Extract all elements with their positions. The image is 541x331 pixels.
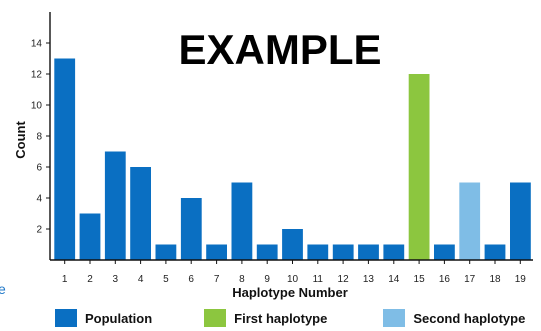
- legend-swatch: [55, 309, 77, 327]
- x-tick-label: 4: [138, 274, 144, 285]
- bar-13: [358, 244, 379, 260]
- legend-item-first: First haplotype: [204, 309, 327, 327]
- bar-3: [104, 151, 126, 260]
- y-tick-label: 10: [31, 101, 43, 112]
- bar-19: [510, 182, 531, 260]
- bar-17: [459, 182, 481, 260]
- x-tick-label: 12: [338, 274, 350, 285]
- x-axis-title: Haplotype Number: [232, 285, 348, 300]
- bar-16: [434, 244, 455, 260]
- y-tick-label: 2: [36, 225, 42, 236]
- bar-2: [79, 213, 101, 260]
- chart-watermark: EXAMPLE: [178, 26, 381, 73]
- x-tick-label: 3: [113, 274, 119, 285]
- bar-1: [54, 58, 76, 260]
- x-tick-label: 8: [239, 274, 245, 285]
- cropped-text-fragment-label: e: [0, 283, 6, 297]
- y-tick-label: 4: [36, 194, 42, 205]
- legend-item-population: Population: [55, 309, 152, 327]
- x-tick-label: 11: [313, 274, 324, 285]
- y-axis-title: Count: [13, 121, 28, 159]
- x-tick-label: 1: [62, 274, 68, 285]
- y-ticks-group: 2 4 6 8 10 12 14: [31, 39, 50, 236]
- bar-4: [130, 167, 151, 260]
- x-tick-label: 2: [87, 274, 93, 285]
- cropped-text-fragment: e: [0, 283, 12, 297]
- x-tick-label: 10: [287, 274, 299, 285]
- bar-10: [282, 229, 303, 260]
- y-tick-label: 14: [31, 39, 43, 50]
- bar-14: [383, 244, 405, 260]
- legend-swatch: [383, 309, 406, 327]
- x-tick-label: 17: [464, 274, 476, 285]
- x-tick-label: 13: [363, 274, 375, 285]
- x-tick-label: 19: [515, 274, 527, 285]
- x-tick-label: 15: [414, 274, 426, 285]
- x-ticks-group: 1 2 3 4 5 6 7 8 9 10 11 12 13 14 15 16 17 18 19: [62, 260, 526, 285]
- bar-18: [484, 244, 506, 260]
- x-tick-label: 14: [388, 274, 400, 285]
- bar-12: [332, 244, 354, 260]
- bar-11: [307, 244, 329, 260]
- x-tick-label: 5: [163, 274, 169, 285]
- x-tick-label: 9: [264, 274, 270, 285]
- bar-5: [155, 244, 177, 260]
- legend-label: First haplotype: [234, 310, 328, 326]
- bars-group: [54, 58, 531, 260]
- chart-legend: Population First haplotype Second haplotyp…: [55, 309, 525, 327]
- bar-7: [206, 244, 227, 260]
- x-tick-label: 16: [439, 274, 451, 285]
- legend-label: Population: [85, 310, 153, 326]
- x-tick-label: 18: [489, 274, 501, 285]
- y-tick-label: 8: [36, 132, 42, 143]
- bar-9: [256, 244, 278, 260]
- bar-6: [180, 198, 202, 260]
- bar-15: [408, 74, 430, 260]
- y-tick-label: 6: [36, 163, 42, 174]
- legend-label: Second haplotype: [413, 310, 526, 326]
- legend-swatch: [204, 309, 227, 327]
- bar-8: [231, 182, 253, 260]
- x-tick-label: 7: [214, 274, 220, 285]
- legend-item-second: Second haplotype: [383, 309, 525, 327]
- y-tick-label: 12: [31, 70, 43, 81]
- x-tick-label: 6: [188, 274, 194, 285]
